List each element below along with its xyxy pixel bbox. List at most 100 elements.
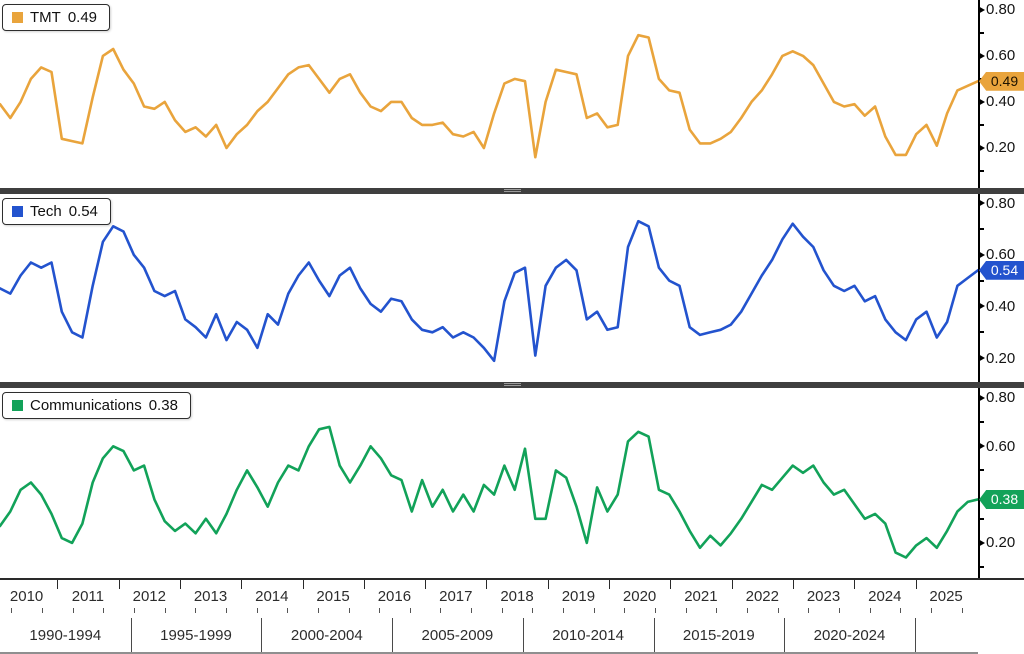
quarter-tick (72, 608, 74, 613)
year-boundary-tick (915, 580, 917, 589)
y-minor-tick (978, 227, 984, 230)
year-boundary-tick (670, 580, 672, 589)
y-minor-tick (978, 421, 984, 424)
y-tick-arrow-icon (978, 393, 985, 402)
year-label-2011: 2011 (71, 588, 105, 605)
legend-tech-value: 0.54 (68, 203, 98, 220)
legend-tech-name: Tech (30, 203, 62, 220)
period-divider (261, 618, 263, 654)
panel-divider-1[interactable] (0, 188, 1024, 194)
tech-swatch-icon (12, 206, 23, 217)
period-label-2010-2014: 2010-2014 (552, 627, 624, 644)
panel-communications[interactable]: Communications 0.38 0.80 0.60 0.20 0.38 (0, 388, 1024, 578)
year-label-2015: 2015 (316, 588, 350, 605)
legend-communications[interactable]: Communications 0.38 (2, 392, 191, 419)
year-boundary-tick (57, 580, 59, 589)
quarter-tick (440, 608, 442, 613)
quarter-tick (225, 608, 227, 613)
tech-last-value-badge: 0.54 (979, 260, 1024, 280)
year-label-2016: 2016 (377, 588, 412, 605)
legend-tmt[interactable]: TMT 0.49 (2, 4, 111, 31)
year-label-2013: 2013 (193, 588, 228, 605)
quarter-tick (655, 608, 656, 613)
year-label-2025: 2025 (929, 588, 963, 605)
quarter-tick (471, 608, 473, 613)
period-label-2020-2024: 2020-2024 (813, 627, 886, 644)
x-axis-bottom-line (0, 652, 978, 654)
tmt-plot-area[interactable] (0, 0, 978, 188)
tmt-swatch-icon (12, 12, 23, 23)
quarter-tick (685, 608, 687, 613)
year-label-2024: 2024 (868, 588, 902, 605)
quarter-tick (11, 608, 13, 613)
year-label-2018: 2018 (500, 588, 534, 605)
year-label-2022: 2022 (745, 588, 779, 605)
quarter-tick (409, 608, 411, 613)
y-tick-arrow-icon (978, 5, 985, 14)
y-tick-arrow-icon (978, 97, 985, 106)
quarter-tick (42, 608, 43, 613)
quarter-tick (593, 608, 595, 613)
y-tick-label: 0.80 (986, 194, 1016, 212)
quarter-tick (379, 608, 381, 613)
communications-plot-area[interactable] (0, 388, 978, 578)
quarter-tick (195, 608, 197, 613)
quarter-tick (808, 608, 810, 613)
communications-line (0, 425, 978, 559)
year-label-2010: 2010 (9, 588, 44, 605)
quarter-tick (624, 608, 626, 613)
year-boundary-tick (854, 580, 856, 589)
y-minor-tick (978, 169, 984, 172)
x-axis: 2010 2011 2012 2013 2014 2015 2016 2017 2018 2019… (0, 578, 1024, 654)
panel-tech[interactable]: Tech 0.54 0.80 0.60 0.40 0.20 0.54 (0, 194, 1024, 382)
panel-tmt[interactable]: TMT 0.49 0.80 0.60 0.40 0.20 0.49 (0, 0, 1024, 188)
y-tick-arrow-icon (978, 250, 985, 259)
tmt-line (0, 33, 978, 159)
communications-last-value-badge: 0.38 (979, 489, 1024, 509)
period-divider (653, 618, 655, 654)
y-tick-label: 0.20 (986, 139, 1016, 157)
quarter-tick (746, 608, 748, 613)
y-minor-tick (978, 566, 984, 569)
period-divider (130, 618, 132, 654)
year-label-2019: 2019 (561, 588, 596, 605)
y-tick-arrow-icon (978, 302, 985, 311)
quarter-tick (563, 608, 564, 613)
quarter-tick (716, 608, 718, 613)
tech-plot-area[interactable] (0, 194, 978, 382)
quarter-tick (256, 608, 258, 613)
y-tick-arrow-icon (978, 538, 985, 547)
tmt-last-value-badge: 0.49 (979, 71, 1024, 91)
period-divider (522, 618, 524, 654)
period-divider (392, 618, 394, 654)
legend-tmt-name: TMT (30, 9, 61, 26)
quarter-tick (930, 608, 932, 613)
year-boundary-tick (547, 580, 549, 589)
year-boundary-tick (731, 580, 733, 589)
y-tick-arrow-icon (978, 199, 985, 208)
quarter-tick (838, 608, 840, 613)
y-tick-label: 0.20 (986, 534, 1016, 552)
panel-divider-2[interactable] (0, 382, 1024, 388)
y-tick-arrow-icon (978, 51, 985, 60)
y-tick-label: 0.80 (986, 1, 1016, 19)
legend-tech[interactable]: Tech 0.54 (2, 198, 111, 225)
quarter-tick (777, 608, 779, 613)
quarter-tick (900, 608, 902, 613)
year-label-2012: 2012 (132, 588, 166, 605)
year-boundary-tick (118, 580, 120, 589)
period-label-2000-2004: 2000-2004 (290, 627, 363, 644)
year-boundary-tick (609, 580, 610, 589)
quarter-tick (532, 608, 534, 613)
quarter-tick (317, 608, 319, 613)
y-minor-tick (978, 123, 984, 126)
period-label-2015-2019: 2015-2019 (682, 627, 755, 644)
y-tick-label: 0.80 (986, 389, 1016, 407)
year-label-2021: 2021 (684, 588, 718, 605)
legend-tmt-value: 0.49 (67, 9, 98, 26)
quarter-tick (961, 608, 963, 613)
y-tick-label: 0.20 (986, 349, 1016, 367)
quarter-tick (869, 608, 871, 613)
year-boundary-tick (486, 580, 488, 589)
x-axis-line (0, 578, 1024, 580)
